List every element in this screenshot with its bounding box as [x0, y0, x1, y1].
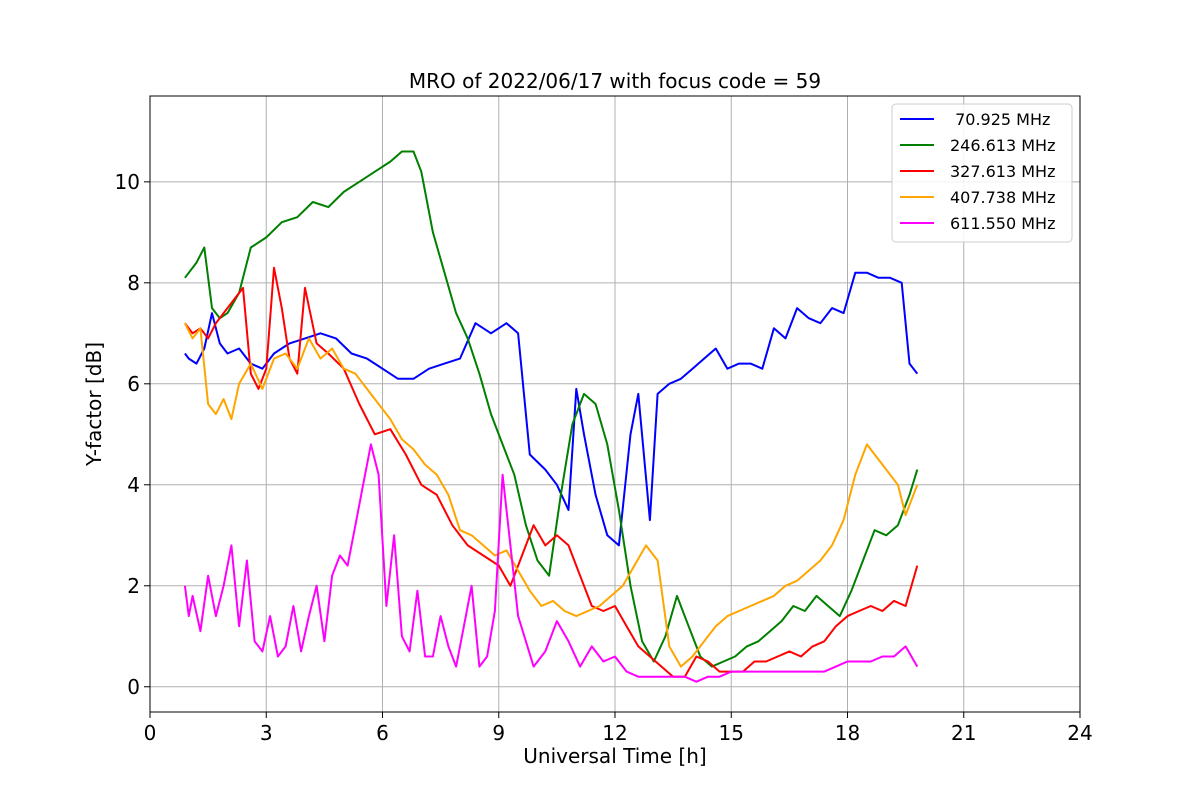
y-tick-label: 4	[127, 473, 140, 497]
x-tick-label: 24	[1067, 721, 1092, 745]
y-tick-label: 0	[127, 675, 140, 699]
y-tick-label: 8	[127, 271, 140, 295]
y-tick-label: 10	[115, 170, 140, 194]
series-line-3	[184, 322, 919, 668]
legend-label-0: 70.925 MHz	[950, 110, 1050, 129]
series-line-1	[184, 150, 919, 668]
legend-box	[891, 103, 1073, 243]
legend-label-3: 407.738 MHz	[950, 188, 1055, 207]
x-tick-label: 6	[376, 721, 389, 745]
series-line-0	[184, 271, 919, 547]
y-axis-ticks: 0 2 4 6 8 10	[115, 170, 150, 699]
x-tick-label: 21	[951, 721, 976, 745]
chart-title: MRO of 2022/06/17 with focus code = 59	[409, 69, 821, 93]
series-line-4	[183, 443, 919, 683]
legend-label-2: 327.613 MHz	[950, 162, 1055, 181]
legend-label-1: 246.613 MHz	[950, 136, 1055, 155]
x-tick-label: 15	[719, 721, 744, 745]
series-line-2	[184, 266, 919, 678]
y-tick-label: 2	[127, 574, 140, 598]
x-axis-ticks: 0 3 6 9 12 15 18 21 24	[144, 712, 1093, 745]
plot-area	[183, 150, 919, 683]
legend-label-4: 611.550 MHz	[950, 214, 1055, 233]
x-tick-label: 9	[492, 721, 505, 745]
x-tick-label: 0	[144, 721, 157, 745]
x-tick-label: 12	[602, 721, 627, 745]
y-axis-label: Y-factor [dB]	[82, 342, 106, 467]
x-axis-label: Universal Time [h]	[523, 744, 706, 768]
legend: 70.925 MHz 246.613 MHz 327.613 MHz 407.738 …	[891, 103, 1073, 243]
y-tick-label: 6	[127, 372, 140, 396]
x-tick-label: 18	[835, 721, 860, 745]
x-tick-label: 3	[260, 721, 273, 745]
